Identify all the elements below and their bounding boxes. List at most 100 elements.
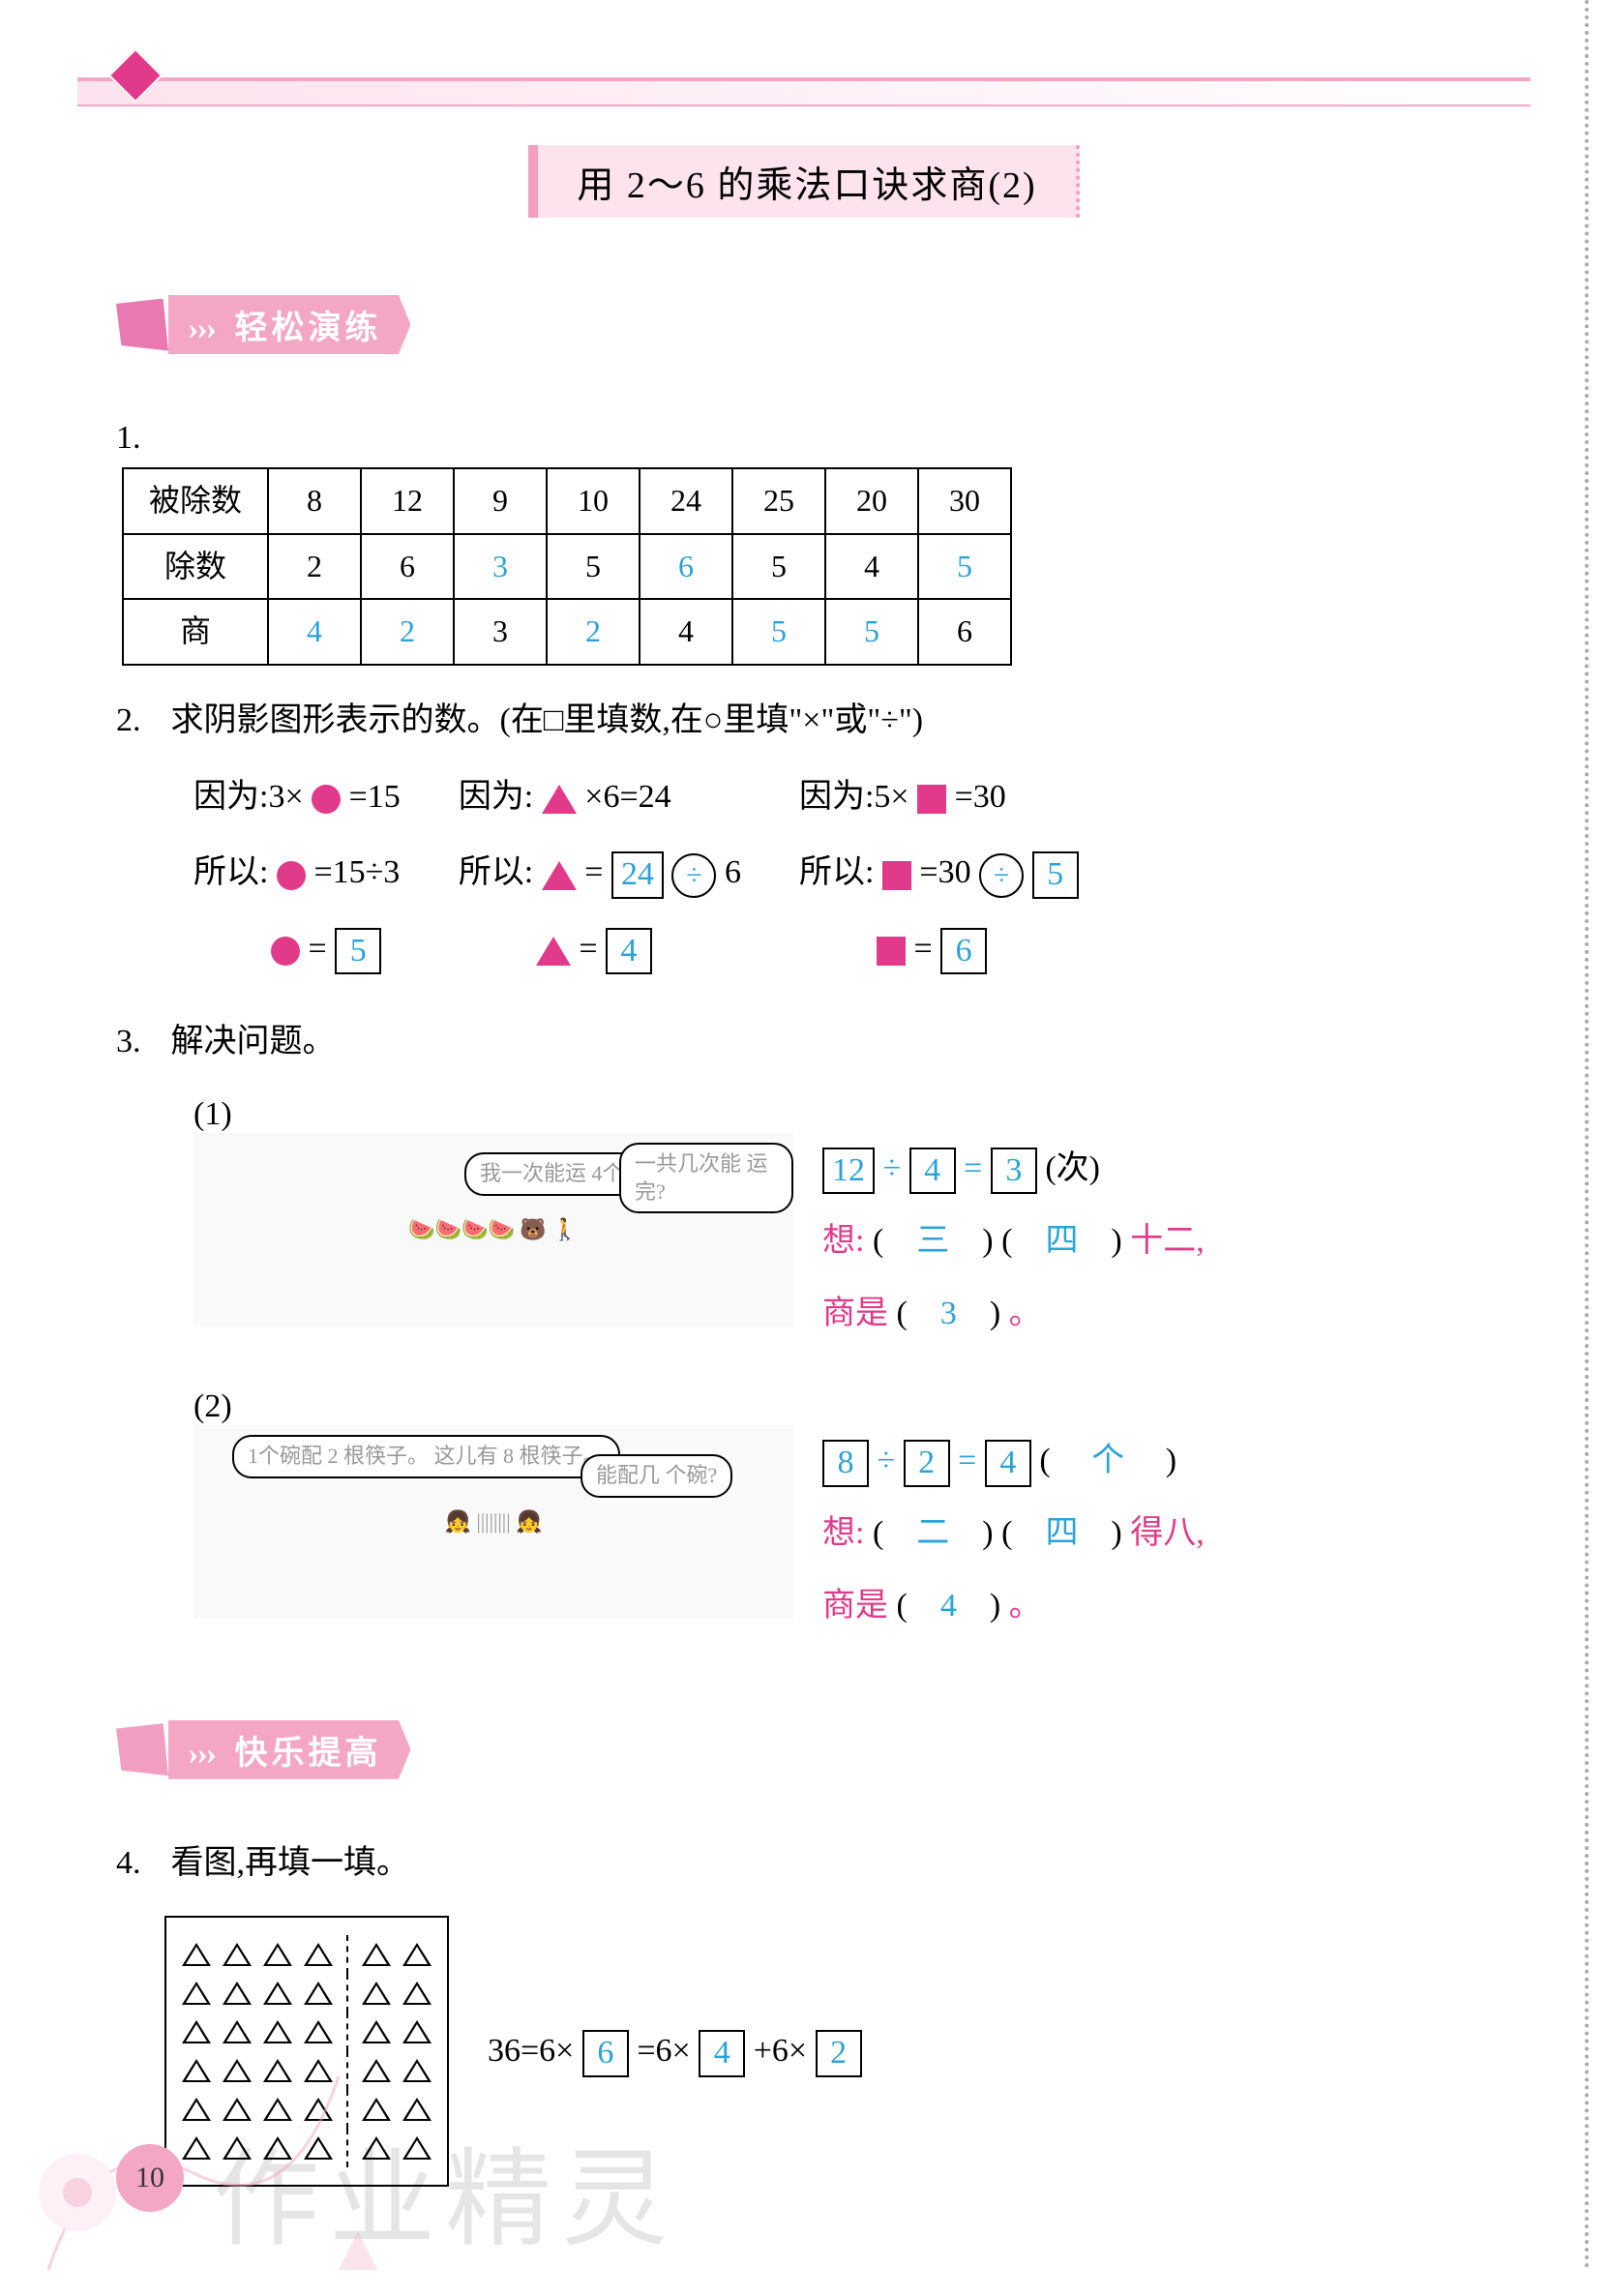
given-cell: 6 xyxy=(918,599,1011,665)
row-header: 被除数 xyxy=(123,468,268,534)
sp xyxy=(1058,1443,1091,1478)
filled-triangle-icon xyxy=(542,785,577,814)
answer[interactable]: 个 xyxy=(1091,1443,1124,1478)
triangle-icon xyxy=(362,2098,391,2121)
ribbon-label: ››› 轻松演练 xyxy=(168,295,410,354)
answer-cell[interactable]: 5 xyxy=(825,599,918,665)
q2-stem: 求阴影图形表示的数。(在□里填数,在○里填"×"或"÷") xyxy=(171,702,924,738)
triangle-icon xyxy=(362,2020,391,2043)
text: = xyxy=(579,931,606,967)
q3-part1: (1) 我一次能运 4个西瓜。 一共几次能 运完? 🍉🍉🍉🍉 🐻 🚶 12 ÷ … xyxy=(194,1096,1492,1350)
text: =15 xyxy=(349,779,401,815)
ribbon-label: ››› 快乐提高 xyxy=(168,1720,410,1779)
answer-box[interactable]: 4 xyxy=(985,1440,1031,1486)
triangle-icon xyxy=(402,1943,432,1966)
operator-circle[interactable]: ÷ xyxy=(979,853,1024,898)
paren: ( xyxy=(897,1296,940,1331)
filled-square-icon xyxy=(877,937,906,966)
given-cell: 3 xyxy=(454,599,547,665)
page-number: 10 xyxy=(116,2144,184,2212)
text: 商是 xyxy=(822,1588,888,1624)
dashed-divider xyxy=(346,2013,348,2051)
triangle-icon xyxy=(402,1982,432,2005)
q3p1-work: 12 ÷ 4 = 3 (次) 想: ( 三 ) ( 四 ) 十二, 商是 ( 3… xyxy=(822,1133,1492,1350)
filled-square-icon xyxy=(917,785,946,814)
answer-box[interactable]: 2 xyxy=(816,2030,862,2076)
answer-box[interactable]: 2 xyxy=(904,1440,950,1486)
chopsticks-illustration: 1个碗配 2 根筷子。 这儿有 8 根筷子。 能配几 个碗? 👧 |||||||… xyxy=(194,1425,793,1619)
sub-label: (1) xyxy=(194,1096,1492,1133)
answer-cell[interactable]: 4 xyxy=(268,599,361,665)
q-number: 2. xyxy=(116,691,163,750)
given-cell: 4 xyxy=(640,599,732,665)
triangle-icon xyxy=(362,1943,391,1966)
answer-box[interactable]: 5 xyxy=(335,928,381,974)
answer-box[interactable]: 6 xyxy=(582,2030,629,2076)
triangle-icon xyxy=(182,2136,211,2160)
dashed-divider xyxy=(346,2129,348,2167)
q4-stem: 看图,再填一填。 xyxy=(171,1845,410,1881)
triangle-icon xyxy=(223,2059,252,2082)
triangle-icon xyxy=(182,2059,211,2082)
answer-cell[interactable]: 5 xyxy=(732,599,825,665)
think-label: 想: xyxy=(822,1223,864,1259)
answer-box[interactable]: 4 xyxy=(699,2030,745,2076)
watermelon-illustration: 我一次能运 4个西瓜。 一共几次能 运完? 🍉🍉🍉🍉 🐻 🚶 xyxy=(194,1133,793,1327)
q4-equation: 36=6× 6 =6× 4 +6× 2 xyxy=(488,2021,862,2080)
sub-label: (2) xyxy=(194,1388,1492,1425)
answer-cell[interactable]: 5 xyxy=(918,534,1011,600)
triangle-icon xyxy=(182,2098,211,2121)
operator-circle[interactable]: ÷ xyxy=(671,853,716,898)
given-cell: 25 xyxy=(732,468,825,534)
answer[interactable]: 四 xyxy=(1045,1515,1078,1551)
text: = xyxy=(913,931,940,967)
text: 商是 xyxy=(822,1296,888,1331)
triangle-icon xyxy=(402,2098,432,2121)
answer[interactable]: 四 xyxy=(1045,1223,1078,1259)
q3-part2: 作业精灵 (2) 1个碗配 2 根筷子。 这儿有 8 根筷子。 能配几 个碗? … xyxy=(194,1388,1492,1642)
answer[interactable]: 二 xyxy=(916,1515,949,1551)
answer-cell[interactable]: 2 xyxy=(547,599,640,665)
speech-bubble: 能配几 个碗? xyxy=(581,1454,732,1498)
triangle-icon xyxy=(304,2059,333,2082)
ribbon-text: 轻松演练 xyxy=(234,311,381,346)
given-cell: 12 xyxy=(361,468,454,534)
answer-box[interactable]: 6 xyxy=(940,928,987,974)
answer-box[interactable]: 5 xyxy=(1032,851,1079,898)
given-cell: 4 xyxy=(825,534,918,600)
text: =30 xyxy=(955,779,1006,815)
triangle-icon xyxy=(223,1982,252,2005)
paren: ) xyxy=(1166,1443,1176,1478)
answer-box[interactable]: 24 xyxy=(611,851,664,898)
paren: ) xyxy=(949,1515,993,1551)
answer[interactable]: 3 xyxy=(940,1296,957,1331)
division-table: 被除数81291024252030除数26356545商42324556 xyxy=(122,467,1012,666)
q2-col-triangle: 因为: ×6=24 所以: = 24 ÷ 6 = 4 xyxy=(459,760,741,987)
answer-cell[interactable]: 2 xyxy=(361,599,454,665)
answer[interactable]: 4 xyxy=(940,1588,957,1624)
answer-box[interactable]: 4 xyxy=(606,928,652,974)
answer-box[interactable]: 4 xyxy=(909,1148,956,1194)
answer-cell[interactable]: 6 xyxy=(640,534,732,600)
paren: ) xyxy=(1078,1223,1121,1259)
text: 6 xyxy=(725,854,741,890)
paren: ) xyxy=(957,1588,1000,1624)
answer[interactable]: 三 xyxy=(916,1223,949,1259)
header-bar xyxy=(77,77,1531,106)
filled-circle-icon xyxy=(312,785,341,814)
given-cell: 10 xyxy=(547,468,640,534)
answer-cell[interactable]: 3 xyxy=(454,534,547,600)
text: 。 xyxy=(1009,1588,1042,1624)
triangle-grid xyxy=(164,1916,449,2187)
question-2: 2. 求阴影图形表示的数。(在□里填数,在○里填"×"或"÷") 因为:3× =… xyxy=(116,691,1492,987)
paren: ( xyxy=(873,1515,916,1551)
answer-box[interactable]: 8 xyxy=(822,1440,869,1486)
q2-columns: 因为:3× =15 所以: =15÷3 = 5 因为: xyxy=(194,760,1492,987)
answer-box[interactable]: 3 xyxy=(991,1148,1037,1194)
text: = xyxy=(584,854,611,890)
question-4: 4. 看图,再填一填。 36=6× 6 =6× 4 +6× 2 作业精灵 xyxy=(116,1834,1492,2187)
text: = xyxy=(309,931,336,967)
answer-box[interactable]: 12 xyxy=(822,1148,875,1194)
text: 因为:3× xyxy=(194,779,304,815)
sp xyxy=(1124,1443,1157,1478)
